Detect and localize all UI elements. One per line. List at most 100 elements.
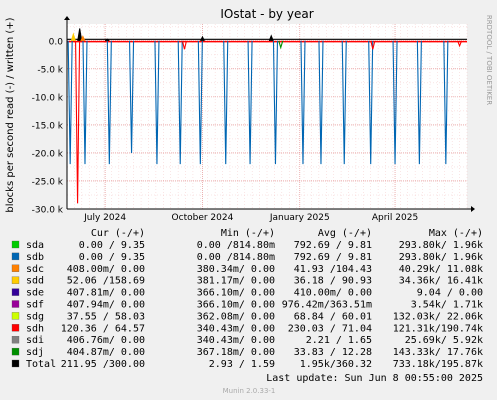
legend-value-max: 9.04 / 0.00 xyxy=(417,288,483,299)
legend-value-avg: 230.03 / 71.04 xyxy=(288,323,372,334)
legend-swatch-sdf xyxy=(11,300,20,308)
y-axis-arrow xyxy=(64,16,70,20)
legend-value-min: 366.10m/ 0.00 xyxy=(197,288,275,299)
legend-name: sdi xyxy=(26,335,44,346)
axes: 0.0 -5.0 k -10.0 k -15.0 k -20.0 k -25.0 k -30… xyxy=(32,16,475,223)
write-spike-sdc xyxy=(80,35,86,42)
read-spike-sdb xyxy=(106,40,112,165)
legend-value-avg: 792.69 / 9.81 xyxy=(294,252,372,263)
write-spike-sdd xyxy=(70,32,76,41)
legend-name: sde xyxy=(26,288,44,299)
legend-value-min: 0.00 /814.80m xyxy=(197,252,275,263)
read-spike-sdb xyxy=(416,40,422,165)
legend-value-max: 733.18k/195.87k xyxy=(393,359,483,370)
read-spike-sdb xyxy=(318,40,324,165)
legend-value-cur: 407.81m/ 0.00 xyxy=(67,288,145,299)
legend-value-max: 293.80k/ 1.96k xyxy=(399,252,483,263)
legend-swatch-sdd xyxy=(11,276,20,284)
legend-value-max: 143.33k/ 17.76k xyxy=(393,347,483,358)
read-spike-sdh xyxy=(181,40,187,50)
read-spike-sdb xyxy=(443,40,449,165)
legend-value-cur: 0.00 / 9.35 xyxy=(79,240,145,251)
read-spike-sdb xyxy=(82,40,88,165)
y-tick-label: -5.0 k xyxy=(37,65,63,75)
legend-value-min: 366.10m/ 0.00 xyxy=(197,300,275,311)
legend-value-avg: 33.83 / 12.28 xyxy=(294,347,372,358)
read-spike-sdb xyxy=(197,40,203,165)
y-tick-label: -30.0 k xyxy=(32,206,64,216)
x-tick-label: January 2025 xyxy=(269,213,330,223)
legend-value-min: 2.93 / 1.59 xyxy=(209,359,275,370)
legend-value-min: 340.43m/ 0.00 xyxy=(197,323,275,334)
legend-swatch-total xyxy=(11,359,20,368)
legend-name: sdg xyxy=(26,311,44,322)
legend-swatch-sdi xyxy=(11,336,20,344)
legend-name: sdj xyxy=(26,347,44,358)
x-tick-label: April 2025 xyxy=(372,213,418,223)
read-spike-sdb xyxy=(272,40,279,165)
read-spike-sdh xyxy=(457,40,463,48)
y-tick-label: -15.0 k xyxy=(32,121,64,131)
read-spike-sdb xyxy=(223,40,229,165)
legend-swatch-sda xyxy=(11,240,20,249)
legend-swatch-sdg xyxy=(11,312,20,320)
legend-swatch-sdh xyxy=(11,324,20,332)
legend-value-cur: 408.00m/ 0.00 xyxy=(67,264,145,275)
legend-column-header: Cur (-/+) xyxy=(91,228,145,239)
write-spike-Total xyxy=(104,38,110,42)
legend-value-avg: 410.00m/ 0.00 xyxy=(294,288,372,299)
legend-swatch-sde xyxy=(11,288,20,296)
y-tick-label: -25.0 k xyxy=(32,177,64,187)
legend-value-avg: 2.21 / 1.65 xyxy=(306,335,372,346)
chart-title: IOstat - by year xyxy=(220,7,313,21)
read-spike-sdb xyxy=(392,40,398,165)
legend-column-header: Max (-/+) xyxy=(429,228,483,239)
legend-value-avg: 792.69 / 9.81 xyxy=(294,240,372,251)
read-spike-sdb xyxy=(129,40,135,153)
legend-column-header: Avg (-/+) xyxy=(318,228,372,239)
legend-name: sdf xyxy=(26,300,44,311)
legend-swatch-sdb xyxy=(11,252,20,261)
last-update: Last update: Sun Jun 8 00:55:00 2025 xyxy=(266,373,483,384)
legend-value-cur: 211.95 /300.00 xyxy=(61,359,145,370)
legend-value-min: 362.08m/ 0.00 xyxy=(197,311,275,322)
legend-swatch-sdj xyxy=(11,347,20,356)
legend-value-min: 380.34m/ 0.00 xyxy=(197,264,275,275)
legend-swatch-sdc xyxy=(11,264,20,272)
legend-value-cur: 37.55 / 58.03 xyxy=(67,311,145,322)
read-spike-sdh xyxy=(370,40,376,50)
write-spike-Total xyxy=(268,34,274,42)
munin-version: Munin 2.0.33-1 xyxy=(223,387,276,395)
legend-value-min: 367.18m/ 0.00 xyxy=(197,347,275,358)
legend-value-max: 40.29k/ 11.08k xyxy=(399,264,483,275)
legend-value-avg: 1.95k/360.32 xyxy=(300,359,372,370)
read-spike-sdh xyxy=(75,40,81,204)
read-spike-sdj xyxy=(278,40,284,50)
legend-value-max: 34.36k/ 16.41k xyxy=(399,276,483,287)
legend-value-max: 293.80k/ 1.96k xyxy=(399,240,483,251)
read-spike-sdb xyxy=(247,40,253,165)
read-spike-sdb xyxy=(177,40,183,165)
x-tick-label: July 2024 xyxy=(83,213,126,223)
read-spike-sdb xyxy=(341,40,347,165)
x-axis-arrow xyxy=(471,206,475,212)
legend-value-avg: 41.93 /104.43 xyxy=(294,264,372,275)
y-axis-label: blocks per second read (-) / written (+) xyxy=(5,17,16,212)
legend-value-min: 381.17m/ 0.00 xyxy=(197,276,275,287)
legend-value-avg: 68.84 / 60.01 xyxy=(294,311,372,322)
legend-table: Cur (-/+) Min (-/+) Avg (-/+) Max (-/+) sda 0… xyxy=(11,228,483,370)
legend-column-header: Min (-/+) xyxy=(221,228,275,239)
read-spike-sdb xyxy=(154,40,160,165)
legend-value-cur: 406.76m/ 0.00 xyxy=(67,335,145,346)
legend-name: sdc xyxy=(26,264,44,275)
legend-value-max: 25.69k/ 5.92k xyxy=(405,335,483,346)
x-tick-label: October 2024 xyxy=(172,213,234,223)
legend-value-max: 132.03k/ 22.06k xyxy=(393,311,483,322)
read-spike-sdb xyxy=(368,40,374,165)
write-spike-Total xyxy=(200,35,205,42)
legend-name: sdb xyxy=(26,252,44,263)
write-spike-Total xyxy=(77,28,83,41)
read-spike-sdb xyxy=(300,40,306,165)
